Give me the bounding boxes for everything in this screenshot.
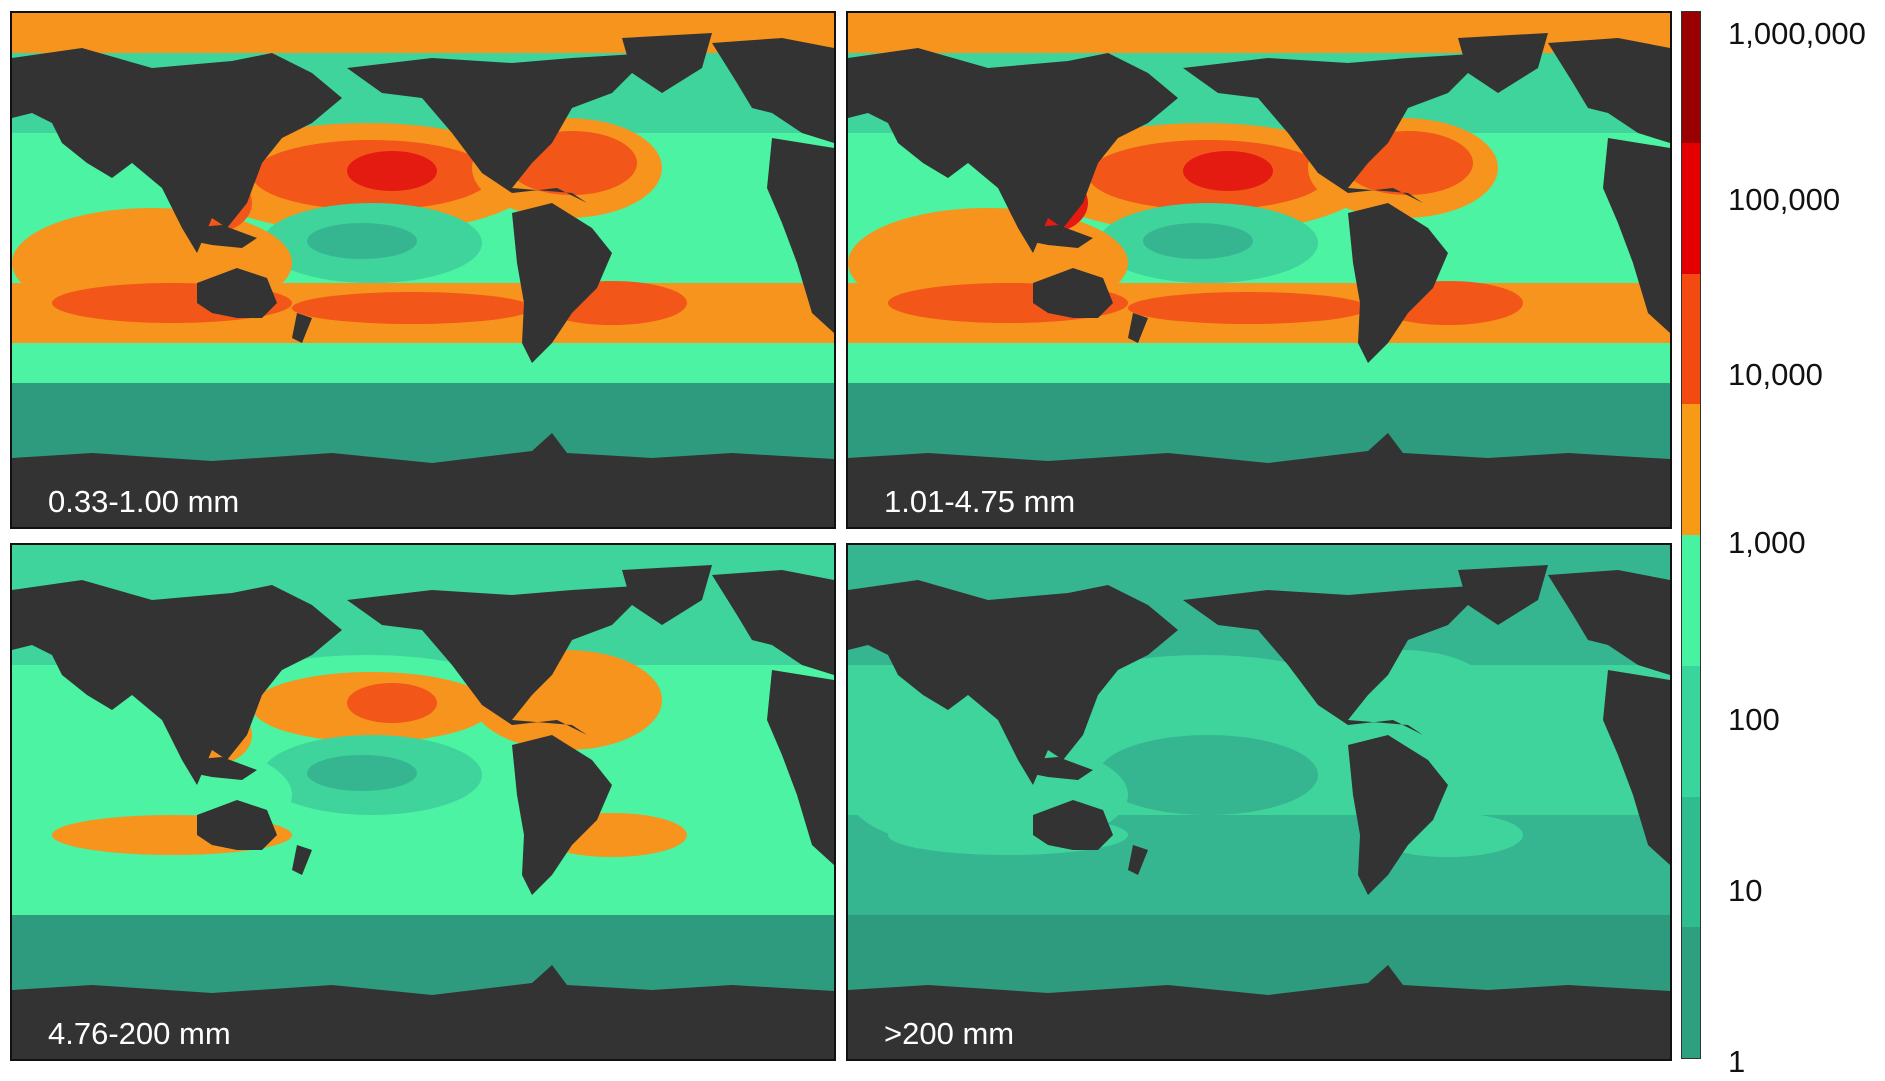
ocean-concentration-patch <box>1183 683 1273 723</box>
greenland-landmass <box>1458 33 1548 93</box>
world-map-over-200-mm <box>848 545 1670 1059</box>
ocean-band <box>12 13 834 53</box>
antarctica-landmass <box>12 965 834 1059</box>
ocean-concentration-patch <box>292 292 532 324</box>
north-america-landmass <box>347 585 652 735</box>
ocean-band <box>848 343 1670 383</box>
eurasia-landmass <box>848 580 1178 785</box>
south-america-landmass <box>512 203 612 363</box>
indonesia-islands <box>187 757 257 780</box>
panel-label: 4.76-200 mm <box>48 1016 231 1051</box>
new-zealand-island <box>292 845 312 875</box>
indonesia-islands <box>1023 757 1093 780</box>
colorbar-legend <box>1681 11 1701 1059</box>
eurasia-landmass <box>12 48 342 253</box>
north-america-landmass <box>347 53 652 203</box>
ocean-concentration-patch <box>307 223 417 259</box>
colorbar-tick-1: 1 <box>1728 1044 1746 1079</box>
map-panel-1-01-4-75-mm: 1.01-4.75 mm <box>846 11 1672 529</box>
africa-landmass <box>1603 138 1670 333</box>
colorbar-tick-1000000: 1,000,000 <box>1728 16 1866 51</box>
south-america-landmass <box>1348 735 1448 895</box>
world-map-4-76-200-mm <box>12 545 834 1059</box>
colorbar-tick-10: 10 <box>1728 873 1763 908</box>
ocean-band <box>12 343 834 383</box>
ocean-band <box>848 13 1670 53</box>
ocean-concentration-patch <box>347 151 437 191</box>
new-zealand-island <box>292 313 312 343</box>
europe-landmass <box>1548 570 1670 675</box>
map-panel-0-33-1-00-mm: 0.33-1.00 mm <box>10 11 836 529</box>
north-america-landmass <box>1183 53 1488 203</box>
panel-label: >200 mm <box>884 1016 1015 1051</box>
colorbar-tick-1000: 1,000 <box>1728 525 1806 560</box>
ocean-concentration-patch <box>347 683 437 723</box>
antarctica-landmass <box>848 433 1670 527</box>
africa-landmass <box>767 138 834 333</box>
greenland-landmass <box>622 33 712 93</box>
south-america-landmass <box>512 735 612 895</box>
greenland-landmass <box>1458 565 1548 625</box>
ocean-concentration-patch <box>1143 755 1253 791</box>
ocean-band <box>12 875 834 915</box>
australia-landmass <box>1033 268 1113 318</box>
ocean-concentration-patch <box>1183 151 1273 191</box>
europe-landmass <box>712 38 834 143</box>
indonesia-islands <box>1023 225 1093 248</box>
australia-landmass <box>197 268 277 318</box>
ocean-concentration-patch <box>292 824 532 856</box>
colorbar-segment <box>1682 535 1700 666</box>
colorbar-segment <box>1682 273 1700 405</box>
colorbar-segment <box>1682 404 1700 535</box>
greenland-landmass <box>622 565 712 625</box>
eurasia-landmass <box>12 580 342 785</box>
ocean-band <box>848 875 1670 915</box>
australia-landmass <box>197 800 277 850</box>
eurasia-landmass <box>848 48 1178 253</box>
new-zealand-island <box>1128 313 1148 343</box>
ocean-band <box>848 545 1670 585</box>
world-map-1-01-4-75-mm <box>848 13 1670 527</box>
colorbar-segment <box>1682 665 1700 797</box>
map-panel-over-200-mm: >200 mm <box>846 543 1672 1061</box>
colorbar-tick-100000: 100,000 <box>1728 182 1841 217</box>
europe-landmass <box>1548 38 1670 143</box>
map-panel-4-76-200-mm: 4.76-200 mm <box>10 543 836 1061</box>
panel-label: 0.33-1.00 mm <box>48 484 240 519</box>
australia-landmass <box>1033 800 1113 850</box>
colorbar-segment <box>1682 927 1700 1058</box>
antarctica-landmass <box>848 965 1670 1059</box>
ocean-concentration-patch <box>1143 223 1253 259</box>
south-america-landmass <box>1348 203 1448 363</box>
ocean-concentration-patch <box>307 755 417 791</box>
africa-landmass <box>1603 670 1670 865</box>
colorbar-segment <box>1682 142 1700 274</box>
europe-landmass <box>712 570 834 675</box>
colorbar-segment <box>1682 12 1700 143</box>
indonesia-islands <box>187 225 257 248</box>
world-map-0-33-1-00-mm <box>12 13 834 527</box>
colorbar-tick-10000: 10,000 <box>1728 357 1823 392</box>
panel-label: 1.01-4.75 mm <box>884 484 1076 519</box>
ocean-concentration-patch <box>1128 824 1368 856</box>
ocean-band <box>12 545 834 585</box>
colorbar-segment <box>1682 796 1700 928</box>
north-america-landmass <box>1183 585 1488 735</box>
africa-landmass <box>767 670 834 865</box>
ocean-concentration-patch <box>1128 292 1368 324</box>
colorbar-tick-100: 100 <box>1728 702 1780 737</box>
new-zealand-island <box>1128 845 1148 875</box>
antarctica-landmass <box>12 433 834 527</box>
